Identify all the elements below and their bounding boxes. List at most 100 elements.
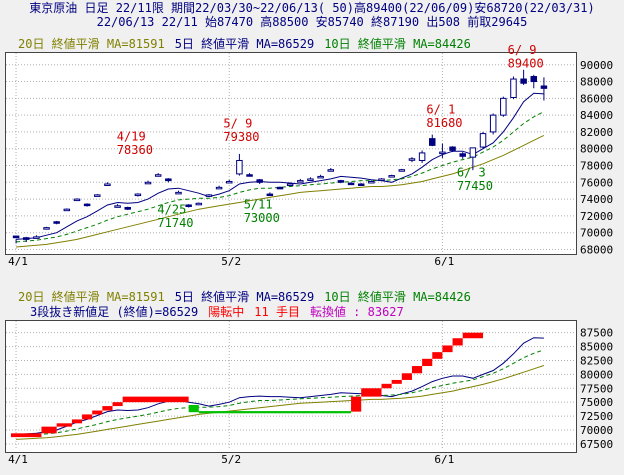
y-tick-label: 90000	[580, 59, 613, 72]
y-tick-label: 74000	[580, 193, 613, 206]
candle-body	[144, 181, 152, 185]
candle-body	[33, 236, 40, 239]
newprice-box	[122, 396, 189, 403]
newprice-box	[442, 345, 453, 353]
legend-item: 5日 終値平滑 MA=86529	[174, 290, 315, 304]
y-tick-label: 75000	[580, 396, 613, 409]
y-tick-label: 84000	[580, 109, 613, 122]
peak-annotation: 6/ 3	[457, 165, 486, 179]
y-tick-label: 88000	[580, 76, 613, 89]
candle-body	[418, 152, 426, 161]
y-tick-label: 78000	[580, 160, 613, 173]
candle-body	[205, 194, 213, 197]
candle-body	[246, 174, 253, 177]
candle-body	[398, 169, 406, 172]
y-tick-label: 77500	[580, 382, 613, 395]
candle-body	[73, 198, 81, 202]
peak-annotation: 89400	[508, 56, 544, 70]
candle-body	[388, 175, 395, 178]
candle-body	[185, 204, 192, 207]
candle-body	[489, 114, 497, 133]
candle-body	[256, 179, 263, 183]
y-tick-label: 82000	[580, 126, 613, 139]
candle-body	[266, 193, 274, 197]
newprice-box	[351, 396, 362, 412]
y-tick-label: 70000	[580, 227, 613, 240]
price-chart: 68000 70000 72000 74000 76000 78000 80000 82000…	[6, 43, 613, 268]
x-tick-label: 4/1	[8, 255, 28, 268]
chart-subtitle: 22/06/13 22/11 始87470 高88500 安85740 終871…	[96, 15, 528, 29]
newprice-box	[401, 373, 412, 380]
legend-item: 陽転中	[208, 305, 245, 319]
candle-body	[134, 193, 142, 197]
y-tick-label: 80000	[580, 143, 613, 156]
y-tick-label: 67500	[580, 438, 613, 451]
candle-body	[225, 180, 233, 184]
ma-line	[16, 337, 544, 435]
peak-annotation: 4/25	[157, 202, 186, 216]
candle-body	[12, 235, 20, 239]
x-tick-label: 6/1	[434, 453, 454, 466]
bottom-legend-2: 3段抜き新値足 (終値)=86529 陽転中 11 手目 転換値 : 83627	[30, 305, 414, 319]
ma-line	[16, 349, 545, 437]
newprice-box	[11, 433, 42, 438]
chart-title: 東京原油 日足 22/11限 期間22/03/30~22/06/13( 50)高…	[29, 1, 595, 15]
candle-body	[510, 78, 517, 99]
x-tick-label: 6/1	[434, 255, 454, 268]
newprice-box	[361, 388, 382, 397]
candle-body	[175, 191, 182, 195]
candle-body	[368, 180, 375, 184]
peak-annotation: 73000	[244, 211, 280, 225]
legend-item: 10日 終値平滑 MA=84426	[324, 37, 471, 51]
peak-annotation: 78360	[117, 143, 153, 157]
candle-body	[317, 175, 324, 179]
newprice-box	[198, 411, 352, 414]
legend-item: 5日 終値平滑 MA=86529	[174, 37, 315, 51]
candle-body	[297, 180, 304, 183]
candle-body	[43, 227, 50, 230]
x-tick-label: 4/1	[8, 453, 28, 466]
candle-body	[104, 183, 111, 186]
legend-item: 20日 終値平滑 MA=81591	[18, 290, 165, 304]
candle-body	[94, 194, 101, 197]
newprice-box	[41, 426, 57, 434]
newprice-box	[422, 358, 433, 367]
x-tick-label: 5/2	[221, 453, 241, 466]
price-panel	[5, 52, 577, 255]
candle-body	[449, 146, 456, 151]
y-tick-label: 72000	[580, 210, 613, 223]
top-legend: 20日 終値平滑 MA=81591 5日 終値平滑 MA=86529 10日 終値平…	[18, 37, 481, 51]
candle-body	[530, 76, 538, 83]
candle-body	[429, 138, 436, 146]
candle-body	[22, 237, 30, 240]
candle-body	[378, 178, 385, 181]
y-tick-label: 82500	[580, 354, 613, 367]
newprice-box	[56, 423, 72, 427]
legend-item: 3段抜き新値足 (終値)=86529	[30, 305, 199, 319]
y-tick-label: 87500	[580, 327, 613, 340]
ma-line	[16, 92, 544, 240]
candle-body	[215, 186, 223, 190]
candle-body	[286, 183, 294, 186]
legend-item: 転換値 : 83627	[309, 305, 404, 319]
legend-item: 11 手目	[254, 305, 300, 319]
newprice-box	[112, 402, 123, 407]
x-tick-label: 5/2	[221, 255, 241, 268]
peak-annotation: 79380	[223, 130, 259, 144]
candle-body	[63, 208, 71, 212]
candle-body	[408, 158, 416, 161]
candle-body	[83, 203, 91, 207]
legend-item: 20日 終値平滑 MA=81591	[18, 37, 165, 51]
candle-body	[195, 202, 203, 206]
ma-line	[16, 111, 545, 243]
candle-body	[53, 221, 60, 224]
peak-annotation: 71740	[157, 216, 193, 230]
legend-item: 10日 終値平滑 MA=84426	[324, 290, 471, 304]
candle-body	[459, 153, 466, 157]
candle-body	[307, 178, 314, 181]
candle-body	[276, 186, 284, 190]
ma-line	[16, 134, 545, 248]
y-tick-label: 86000	[580, 92, 613, 105]
candle-body	[479, 133, 487, 148]
